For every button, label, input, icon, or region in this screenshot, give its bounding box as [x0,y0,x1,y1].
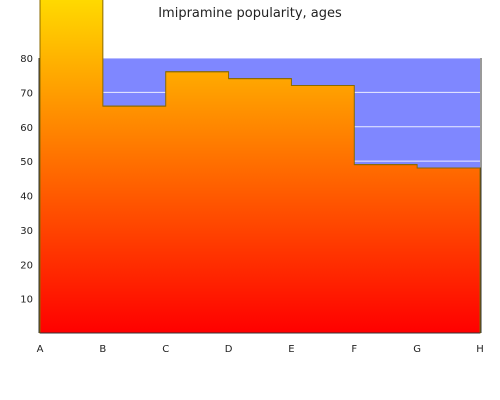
x-tick-label-G: G [413,344,421,355]
chart-title: Imipramine popularity, ages [158,6,342,21]
x-tick-label-B: B [99,344,106,355]
y-tick-label: 50 [20,157,33,168]
x-tick-label-C: C [162,344,169,355]
x-tick-label-H: H [476,344,484,355]
area-series [39,0,481,334]
y-tick-label: 30 [20,226,33,237]
y-tick-label: 10 [20,295,33,306]
x-tick-label-F: F [351,344,357,355]
y-tick-label: 20 [20,260,33,271]
y-tick-label: 60 [20,123,33,134]
y-tick-label: 80 [20,54,33,65]
y-tick-label: 70 [20,88,33,99]
x-tick-label-A: A [37,344,44,355]
y-tick-label: 40 [20,192,33,203]
x-tick-label-D: D [225,344,233,355]
x-tick-label-E: E [288,344,294,355]
